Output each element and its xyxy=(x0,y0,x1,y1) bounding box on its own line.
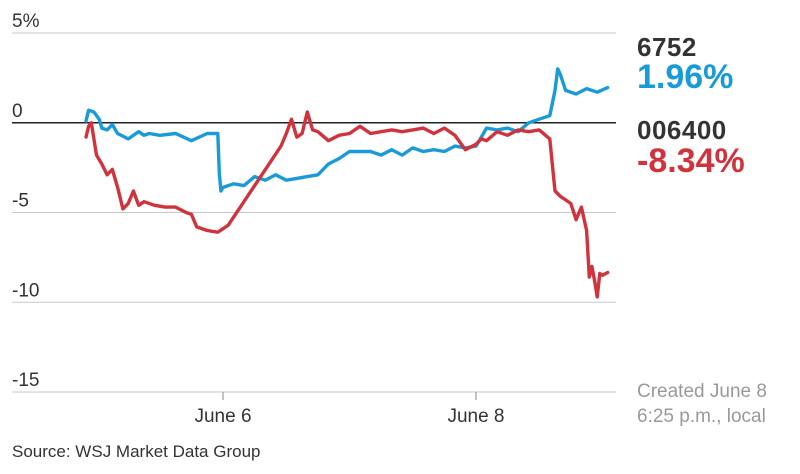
legend-ticker-6752: 6752 xyxy=(637,32,697,62)
x-tick-label: June 6 xyxy=(194,406,251,427)
y-tick-label: -10 xyxy=(12,280,39,301)
y-tick-label: -5 xyxy=(12,191,29,212)
legend-change-006400: -8.34% xyxy=(637,142,745,180)
created-date: Created June 8 xyxy=(637,381,767,402)
y-tick-label: 5% xyxy=(12,11,40,32)
y-tick-label: -15 xyxy=(12,370,39,391)
series-line-6752 xyxy=(84,67,610,193)
created-time: 6:25 p.m., local xyxy=(637,406,766,427)
legend-change-6752: 1.96% xyxy=(637,58,734,96)
x-tick-label: June 8 xyxy=(447,406,504,427)
legend-ticker-006400: 006400 xyxy=(637,115,727,145)
y-tick-label: 0 xyxy=(12,101,23,122)
source-note: Source: WSJ Market Data Group xyxy=(12,442,261,461)
series-line-006400 xyxy=(84,110,610,299)
